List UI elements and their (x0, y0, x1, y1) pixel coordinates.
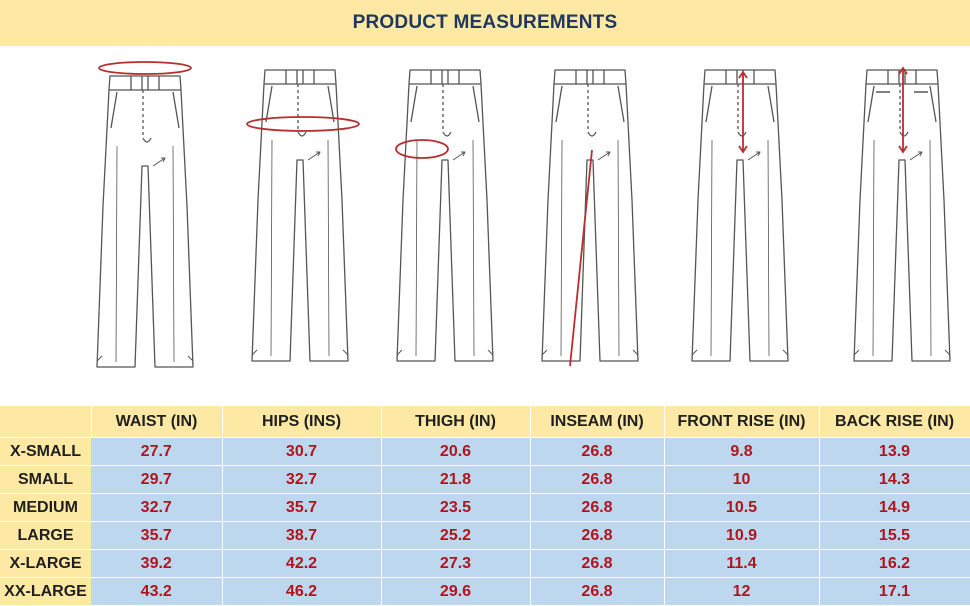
back-rise-value: 14.9 (819, 493, 970, 522)
column-header-thigh: THIGH (IN) (381, 406, 531, 438)
inseam-figure (541, 69, 639, 367)
waist-value: 29.7 (91, 465, 223, 494)
table-header-row: WAIST (IN) HIPS (INS) THIGH (IN) INSEAM … (0, 406, 970, 438)
column-header-inseam: INSEAM (IN) (530, 406, 665, 438)
front-rise-value: 10.9 (664, 521, 820, 550)
waist-value: 27.7 (91, 437, 223, 466)
table-row: XX-LARGE 43.2 46.2 29.6 26.8 12 17.1 (0, 577, 970, 606)
size-label: SMALL (0, 465, 91, 494)
inseam-value: 26.8 (530, 465, 665, 494)
waist-figure (96, 61, 194, 368)
inseam-value: 26.8 (530, 493, 665, 522)
waist-marker (98, 61, 192, 75)
inseam-value: 26.8 (530, 549, 665, 578)
table-row: X-LARGE 39.2 42.2 27.3 26.8 11.4 16.2 (0, 549, 970, 578)
size-label: XX-LARGE (0, 577, 91, 606)
title-bar: PRODUCT MEASUREMENTS (0, 0, 970, 46)
front-rise-value: 10.5 (664, 493, 820, 522)
page-title: PRODUCT MEASUREMENTS (352, 12, 618, 33)
table-row: X-SMALL 27.7 30.7 20.6 26.8 9.8 13.9 (0, 437, 970, 466)
hips-value: 38.7 (222, 521, 382, 550)
column-header-back-rise: BACK RISE (IN) (819, 406, 970, 438)
corner-cell (0, 406, 92, 438)
size-label: LARGE (0, 521, 91, 550)
thigh-value: 27.3 (381, 549, 531, 578)
waist-value: 43.2 (91, 577, 223, 606)
size-label: X-LARGE (0, 549, 91, 578)
inseam-value: 26.8 (530, 577, 665, 606)
hips-value: 46.2 (222, 577, 382, 606)
trouser-sketches (96, 61, 951, 368)
thigh-value: 20.6 (381, 437, 531, 466)
back-rise-value: 14.3 (819, 465, 970, 494)
inseam-marker (569, 149, 593, 367)
back-rise-value: 16.2 (819, 549, 970, 578)
front-rise-value: 10 (664, 465, 820, 494)
front-rise-value: 12 (664, 577, 820, 606)
back-rise-figure (853, 66, 951, 362)
back-rise-value: 13.9 (819, 437, 970, 466)
thigh-value: 29.6 (381, 577, 531, 606)
hips-value: 32.7 (222, 465, 382, 494)
thigh-value: 23.5 (381, 493, 531, 522)
hips-value: 30.7 (222, 437, 382, 466)
size-table: WAIST (IN) HIPS (INS) THIGH (IN) INSEAM … (0, 406, 970, 606)
table-row: SMALL 29.7 32.7 21.8 26.8 10 14.3 (0, 465, 970, 494)
thigh-marker (395, 139, 449, 159)
waist-value: 39.2 (91, 549, 223, 578)
waist-value: 32.7 (91, 493, 223, 522)
table-row: MEDIUM 32.7 35.7 23.5 26.8 10.5 14.9 (0, 493, 970, 522)
column-header-waist: WAIST (IN) (91, 406, 223, 438)
thigh-value: 25.2 (381, 521, 531, 550)
front-rise-value: 9.8 (664, 437, 820, 466)
front-rise-figure (691, 69, 789, 362)
inseam-value: 26.8 (530, 437, 665, 466)
thigh-figure (395, 69, 494, 362)
column-header-front-rise: FRONT RISE (IN) (664, 406, 820, 438)
size-label: X-SMALL (0, 437, 91, 466)
inseam-value: 26.8 (530, 521, 665, 550)
hips-marker (246, 116, 360, 132)
hips-figure (246, 69, 360, 362)
waist-value: 35.7 (91, 521, 223, 550)
back-rise-value: 17.1 (819, 577, 970, 606)
back-rise-value: 15.5 (819, 521, 970, 550)
column-header-hips: HIPS (INS) (222, 406, 382, 438)
hips-value: 35.7 (222, 493, 382, 522)
hips-value: 42.2 (222, 549, 382, 578)
thigh-value: 21.8 (381, 465, 531, 494)
size-label: MEDIUM (0, 493, 91, 522)
table-row: LARGE 35.7 38.7 25.2 26.8 10.9 15.5 (0, 521, 970, 550)
front-rise-value: 11.4 (664, 549, 820, 578)
